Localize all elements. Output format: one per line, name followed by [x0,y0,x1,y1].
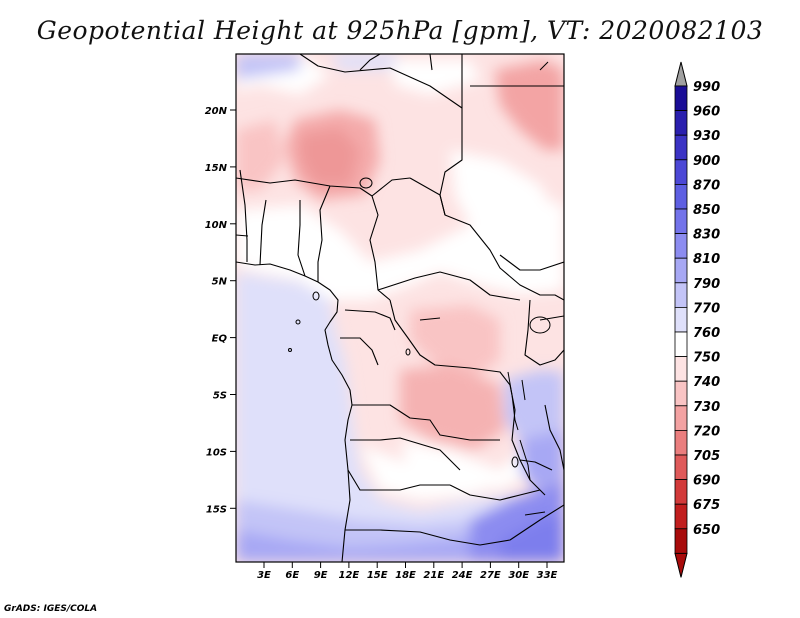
colorbar-level-label: 990 [693,80,720,95]
colorbar-swatch [674,257,688,284]
lat-tick-label: EQ [212,334,228,345]
colorbar-swatch [674,380,688,407]
lat-tick-label: 15S [206,504,227,515]
colorbar-level-label: 690 [693,474,720,489]
colorbar-swatch [674,306,688,333]
lat-tick-label: 5N [212,277,228,288]
lat-tick-label: 5S [213,391,227,402]
longitude-axis: 3E 6E 9E 12E 15E 18E 21E 24E 27E 30E 33E [257,562,558,581]
lon-tick-label: 3E [257,570,271,581]
colorbar-swatch [674,134,688,161]
colorbar-level-label: 750 [693,351,720,366]
map-frame [235,53,565,563]
colorbar-level-label: 730 [693,400,720,415]
lon-tick-label: 33E [537,570,558,581]
colorbar-level-label: 720 [693,424,720,439]
colorbar-swatch [674,233,688,259]
colorbar-swatch [674,85,688,112]
colorbar-bottom-arrow [674,552,688,578]
colorbar-level-label: 810 [693,252,720,267]
colorbar-level-label: 705 [693,449,720,464]
height-field [236,54,564,562]
lon-tick-label: 21E [423,570,444,581]
colorbar-level-label: 830 [693,228,720,243]
lon-tick-label: 30E [508,570,529,581]
lakes [288,61,551,516]
colorbar-level-label: 770 [693,301,720,316]
colorbar-level-label: 650 [693,523,720,538]
lon-tick-label: 18E [395,570,416,581]
lat-tick-label: 15N [205,163,228,174]
colorbar-level-label: 960 [693,105,720,120]
lon-tick-label: 9E [314,570,328,581]
colorbar-level-label: 790 [693,277,720,292]
lat-tick-label: 10S [206,447,227,458]
colorbar-swatch [674,503,688,530]
colorbar-level-label: 870 [693,178,720,193]
lon-tick-label: 12E [339,570,360,581]
grads-credit: GrADS: IGES/COLA [4,604,98,614]
colorbar-level-label: 760 [693,326,720,341]
colorbar-level-label: 930 [693,129,720,144]
colorbar-swatch [674,405,688,431]
colorbar-swatch [674,429,688,456]
colorbar-swatch [674,208,688,235]
colorbar-swatch [674,454,688,481]
lat-tick-label: 20N [205,106,228,117]
lon-tick-label: 15E [367,570,388,581]
colorbar-swatch [674,110,688,136]
lon-tick-label: 24E [452,570,473,581]
colorbar-level-label: 740 [693,375,720,390]
colorbar-swatch [674,528,688,554]
colorbar-swatch [674,183,688,210]
colorbar: 990 960 930 900 870 850 830 810 790 770 760 750 740 7… [674,61,720,578]
colorbar-swatch [674,159,688,185]
map-title: Geopotential Height at 925hPa [gpm], VT:… [36,16,764,45]
lon-tick-label: 6E [285,570,299,581]
country-borders [236,54,564,562]
colorbar-level-label: 850 [693,203,720,218]
colorbar-top-arrow [674,61,688,87]
latitude-axis: 20N 15N 10N 5N EQ 5S 10S 15S [205,106,236,515]
lat-tick-label: 10N [205,220,228,231]
colorbar-level-label: 900 [693,154,720,169]
colorbar-swatch [674,282,688,308]
colorbar-level-label: 675 [693,498,720,513]
colorbar-swatch [674,331,688,358]
colorbar-swatch [674,479,688,505]
colorbar-swatch [674,356,688,382]
lon-tick-label: 27E [480,570,501,581]
